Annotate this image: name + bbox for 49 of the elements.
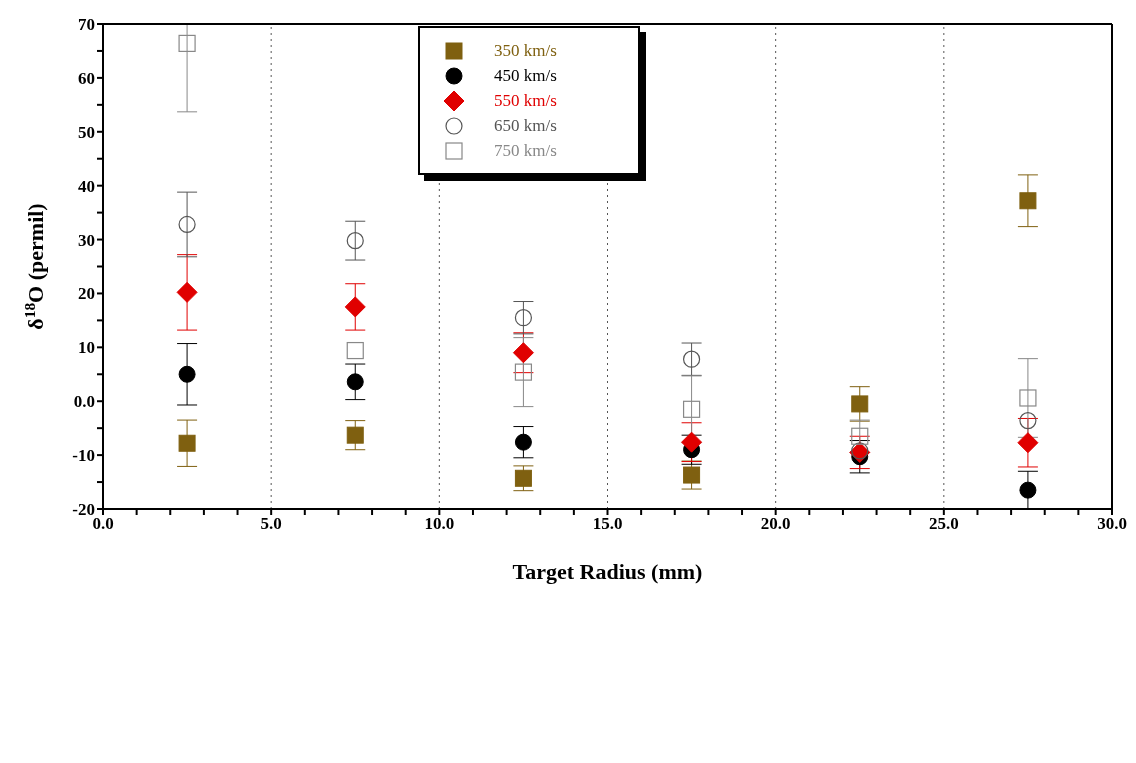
x-tick-label: 10.0: [424, 514, 455, 534]
y-tick-label: 50: [78, 122, 95, 142]
legend-label: 550 km/s: [494, 90, 557, 111]
y-tick-label: 0.0: [73, 392, 95, 412]
point: [1019, 412, 1037, 430]
x-tick-label: 30.0: [1097, 514, 1127, 534]
x-tick-label: 15.0: [592, 514, 623, 534]
legend-label: 350 km/s: [494, 40, 557, 61]
point: [683, 466, 701, 484]
legend-label: 750 km/s: [494, 140, 557, 161]
point: [1019, 192, 1037, 210]
point: [346, 373, 364, 391]
point: [178, 365, 196, 383]
point: [851, 427, 869, 445]
point: [1019, 481, 1037, 499]
point: [681, 431, 703, 453]
point: [178, 215, 196, 234]
point: [514, 309, 533, 327]
x-tick-label: 20.0: [760, 514, 791, 534]
point: [346, 426, 364, 444]
point: [514, 433, 532, 451]
y-tick-label: 70: [78, 15, 95, 35]
y-tick-label: 40: [78, 176, 95, 196]
y-tick-label: 10: [78, 338, 95, 358]
y-tick-label: -20: [72, 500, 95, 520]
point: [346, 341, 364, 360]
x-axis-title: Target Radius (mm): [512, 559, 703, 584]
y-tick-label: -10: [72, 446, 95, 466]
point: [682, 350, 701, 368]
point: [514, 363, 533, 381]
point: [682, 400, 701, 418]
x-tick-label: 25.0: [928, 514, 959, 534]
y-tick-label: 60: [78, 68, 95, 88]
legend-label: 450 km/s: [494, 65, 557, 86]
y-tick-label: 30: [78, 230, 95, 250]
point: [178, 34, 196, 52]
x-tick-label: 0.0: [92, 514, 114, 534]
point: [851, 395, 869, 413]
point: [514, 469, 532, 487]
point: [1017, 432, 1039, 454]
point: [1019, 389, 1037, 407]
point: [344, 296, 366, 318]
point: [176, 281, 198, 303]
legend-label: 650 km/s: [494, 115, 557, 136]
point: [178, 434, 196, 452]
x-tick-label: 5.0: [260, 514, 282, 534]
point: [346, 232, 364, 250]
point: [512, 342, 534, 364]
y-tick-label: 20: [78, 284, 95, 304]
